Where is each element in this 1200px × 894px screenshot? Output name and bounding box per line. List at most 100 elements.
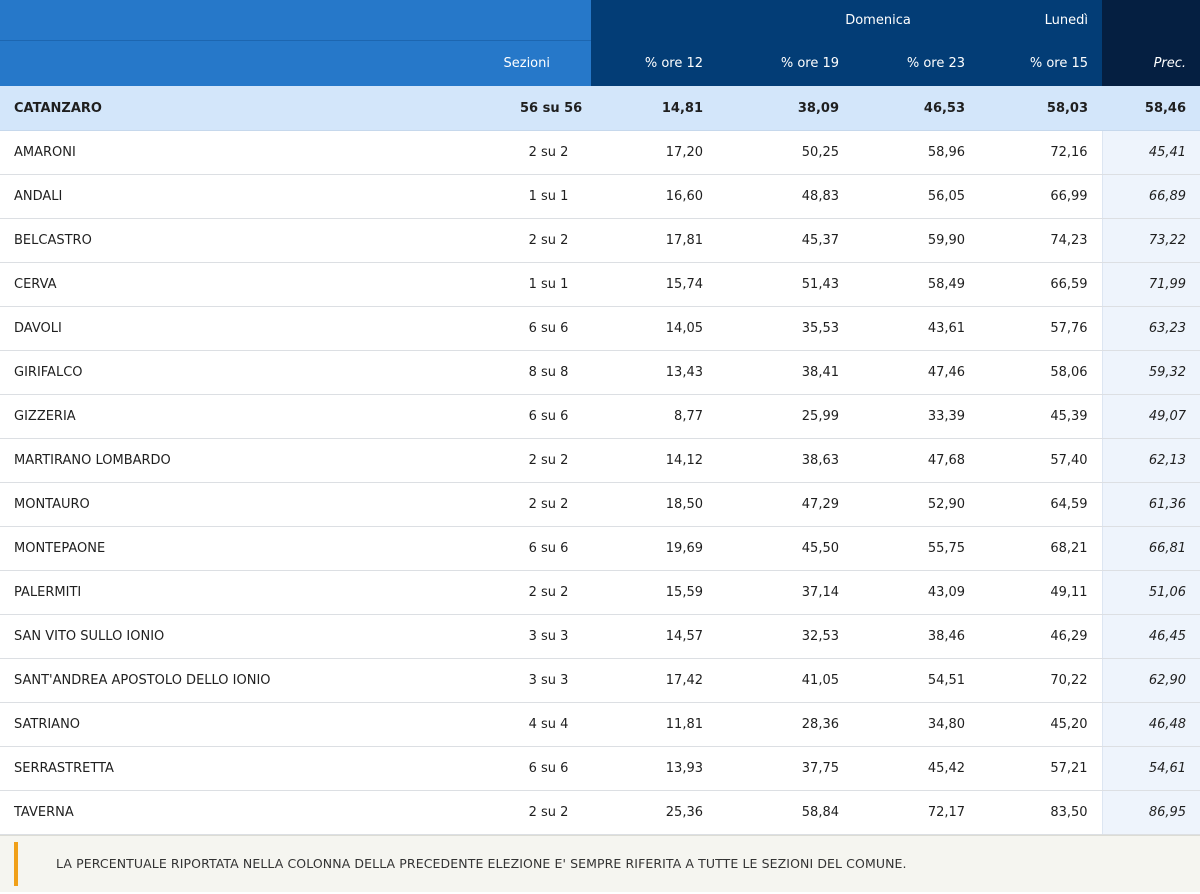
ore19-value: 37,75 (717, 746, 853, 791)
header-sezioni: Sezioni (480, 40, 591, 86)
ore15-value: 70,22 (979, 658, 1103, 703)
table-row[interactable]: ANDALI 1 su 1 16,60 48,83 56,05 66,99 66,89 (0, 174, 1200, 219)
ore23-value: 59,90 (853, 218, 980, 263)
table-row[interactable]: MARTIRANO LOMBARDO 2 su 2 14,12 38,63 47,68 5… (0, 438, 1200, 483)
ore23-value: 72,17 (853, 790, 980, 835)
ore12-value: 17,42 (591, 658, 717, 703)
comune-name: AMARONI (0, 130, 480, 175)
header-column-row: Sezioni % ore 12 % ore 19 % ore 23 % ore… (0, 40, 1200, 86)
header-group-empty (0, 0, 591, 41)
header-ore19: % ore 19 (717, 40, 853, 86)
ore19-value: 38,41 (717, 350, 853, 395)
table-body: CATANZARO 56 su 56 14,81 38,09 46,53 58,… (0, 86, 1200, 835)
table-row[interactable]: DAVOLI 6 su 6 14,05 35,53 43,61 57,76 63,23 (0, 306, 1200, 351)
ore12-value: 19,69 (591, 526, 717, 571)
prec-value: 49,07 (1101, 394, 1200, 439)
sezioni-value: 3 su 3 (480, 614, 591, 659)
ore19-value: 38,63 (717, 438, 853, 483)
table-row[interactable]: MONTEPAONE 6 su 6 19,69 45,50 55,75 68,21 66,8… (0, 526, 1200, 571)
sezioni-value: 1 su 1 (480, 174, 591, 219)
table-row[interactable]: SAN VITO SULLO IONIO 3 su 3 14,57 32,53 38,4… (0, 614, 1200, 659)
ore12-value: 13,43 (591, 350, 717, 395)
total-row[interactable]: CATANZARO 56 su 56 14,81 38,09 46,53 58,… (0, 86, 1200, 131)
ore19-value: 38,09 (717, 86, 853, 131)
prec-value: 45,41 (1101, 130, 1200, 175)
ore15-value: 72,16 (979, 130, 1103, 175)
table-row[interactable]: SERRASTRETTA 6 su 6 13,93 37,75 45,42 57,21 54… (0, 746, 1200, 791)
ore23-value: 58,49 (853, 262, 980, 307)
ore19-value: 45,50 (717, 526, 853, 571)
ore12-value: 15,59 (591, 570, 717, 615)
ore12-value: 13,93 (591, 746, 717, 791)
ore23-value: 43,61 (853, 306, 980, 351)
prec-value: 46,45 (1101, 614, 1200, 659)
table-row[interactable]: GIRIFALCO 8 su 8 13,43 38,41 47,46 58,06 59,32 (0, 350, 1200, 395)
sezioni-value: 4 su 4 (480, 702, 591, 747)
header-ore12: % ore 12 (591, 40, 717, 86)
ore19-value: 41,05 (717, 658, 853, 703)
comune-name: GIRIFALCO (0, 350, 480, 395)
ore23-value: 56,05 (853, 174, 980, 219)
table-row[interactable]: MONTAURO 2 su 2 18,50 47,29 52,90 64,59 61,36 (0, 482, 1200, 527)
sezioni-value: 2 su 2 (480, 130, 591, 175)
comune-name: SERRASTRETTA (0, 746, 480, 791)
ore23-value: 47,68 (853, 438, 980, 483)
ore12-value: 14,12 (591, 438, 717, 483)
ore19-value: 50,25 (717, 130, 853, 175)
ore12-value: 14,05 (591, 306, 717, 351)
ore23-value: 55,75 (853, 526, 980, 571)
ore15-value: 83,50 (979, 790, 1103, 835)
sezioni-value: 2 su 2 (480, 790, 591, 835)
table-row[interactable]: GIZZERIA 6 su 6 8,77 25,99 33,39 45,39 49,07 (0, 394, 1200, 439)
table-row[interactable]: SATRIANO 4 su 4 11,81 28,36 34,80 45,20 46,48 (0, 702, 1200, 747)
prec-value: 66,81 (1101, 526, 1200, 571)
ore23-value: 54,51 (853, 658, 980, 703)
ore15-value: 57,40 (979, 438, 1103, 483)
ore23-value: 34,80 (853, 702, 980, 747)
ore19-value: 58,84 (717, 790, 853, 835)
comune-name: TAVERNA (0, 790, 480, 835)
comune-name: PALERMITI (0, 570, 480, 615)
table-row[interactable]: CERVA 1 su 1 15,74 51,43 58,49 66,59 71,99 (0, 262, 1200, 307)
comune-name: ANDALI (0, 174, 480, 219)
header-comune (0, 40, 480, 86)
ore15-value: 64,59 (979, 482, 1103, 527)
comune-name: MONTAURO (0, 482, 480, 527)
table-row[interactable]: BELCASTRO 2 su 2 17,81 45,37 59,90 74,23 73,22 (0, 218, 1200, 263)
ore15-value: 66,99 (979, 174, 1103, 219)
header-prec: Prec. (1102, 40, 1200, 86)
ore19-value: 37,14 (717, 570, 853, 615)
ore12-value: 15,74 (591, 262, 717, 307)
ore12-value: 17,81 (591, 218, 717, 263)
comune-name: SATRIANO (0, 702, 480, 747)
sezioni-value: 8 su 8 (480, 350, 591, 395)
ore19-value: 51,43 (717, 262, 853, 307)
prec-value: 63,23 (1101, 306, 1200, 351)
ore15-value: 68,21 (979, 526, 1103, 571)
ore15-value: 66,59 (979, 262, 1103, 307)
comune-name: BELCASTRO (0, 218, 480, 263)
comune-name: CATANZARO (0, 86, 480, 131)
sezioni-value: 3 su 3 (480, 658, 591, 703)
sezioni-value: 6 su 6 (480, 306, 591, 351)
ore15-value: 57,76 (979, 306, 1103, 351)
prec-value: 54,61 (1101, 746, 1200, 791)
ore23-value: 43,09 (853, 570, 980, 615)
table-row[interactable]: SANT'ANDREA APOSTOLO DELLO IONIO 3 su 3 17… (0, 658, 1200, 703)
ore23-value: 45,42 (853, 746, 980, 791)
ore12-value: 16,60 (591, 174, 717, 219)
ore12-value: 18,50 (591, 482, 717, 527)
ore12-value: 14,81 (591, 86, 717, 131)
ore12-value: 14,57 (591, 614, 717, 659)
ore23-value: 47,46 (853, 350, 980, 395)
table-row[interactable]: PALERMITI 2 su 2 15,59 37,14 43,09 49,11 51,06 (0, 570, 1200, 615)
ore19-value: 45,37 (717, 218, 853, 263)
prec-value: 66,89 (1101, 174, 1200, 219)
table-row[interactable]: TAVERNA 2 su 2 25,36 58,84 72,17 83,50 86,95 (0, 790, 1200, 835)
footnote-text: LA PERCENTUALE RIPORTATA NELLA COLONNA D… (56, 856, 907, 871)
header-group-domenica: Domenica (591, 0, 980, 41)
header-group-lunedi: Lunedì (979, 0, 1103, 41)
ore19-value: 28,36 (717, 702, 853, 747)
table-row[interactable]: AMARONI 2 su 2 17,20 50,25 58,96 72,16 45,41 (0, 130, 1200, 175)
ore19-value: 32,53 (717, 614, 853, 659)
